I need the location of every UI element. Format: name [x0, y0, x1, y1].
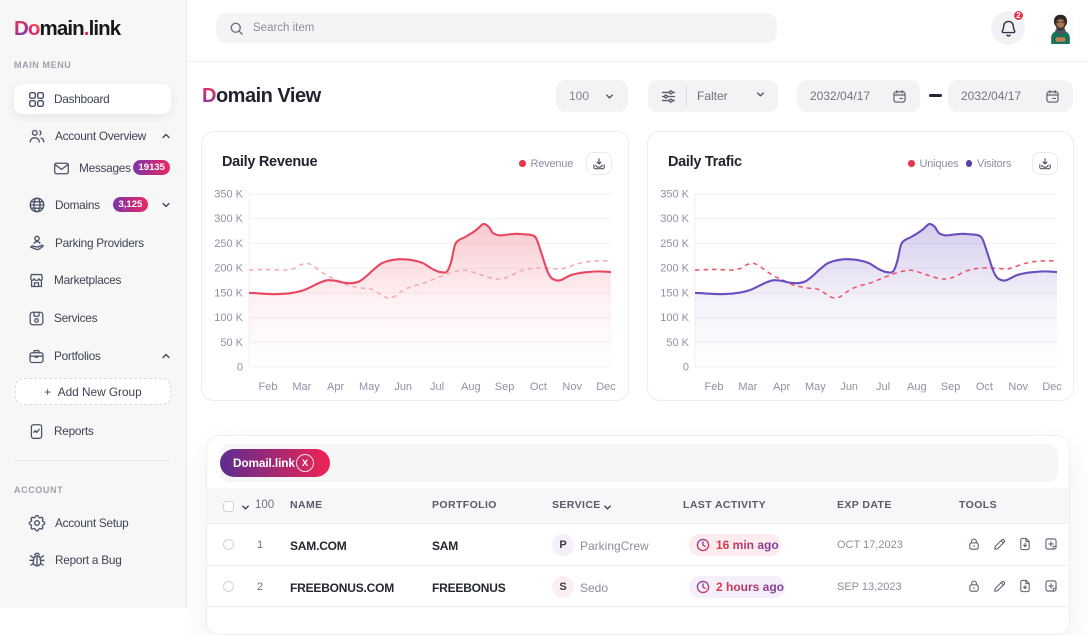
- svg-text:Nov: Nov: [1008, 381, 1028, 393]
- svg-text:Feb: Feb: [259, 381, 278, 393]
- svg-text:Sep: Sep: [495, 381, 515, 393]
- svg-text:Nov: Nov: [562, 381, 582, 393]
- svg-text:Sep: Sep: [941, 381, 961, 393]
- svg-text:Jul: Jul: [876, 381, 890, 393]
- svg-text:Mar: Mar: [738, 381, 757, 393]
- svg-text:Aug: Aug: [461, 381, 481, 393]
- svg-text:Oct: Oct: [976, 381, 993, 393]
- svg-text:Jun: Jun: [840, 381, 858, 393]
- svg-text:100 K: 100 K: [214, 312, 243, 324]
- svg-text:250 K: 250 K: [214, 238, 243, 250]
- svg-text:Jun: Jun: [394, 381, 412, 393]
- svg-text:May: May: [805, 381, 826, 393]
- svg-text:May: May: [359, 381, 380, 393]
- svg-text:100 K: 100 K: [660, 312, 689, 324]
- svg-text:0: 0: [683, 362, 689, 374]
- svg-text:Apr: Apr: [773, 381, 790, 393]
- svg-text:300 K: 300 K: [214, 213, 243, 225]
- svg-text:150 K: 150 K: [214, 287, 243, 299]
- svg-text:Mar: Mar: [292, 381, 311, 393]
- svg-text:Apr: Apr: [327, 381, 344, 393]
- svg-text:350 K: 350 K: [660, 189, 689, 201]
- svg-text:Oct: Oct: [530, 381, 547, 393]
- svg-text:Dec: Dec: [1042, 381, 1062, 393]
- svg-text:50 K: 50 K: [666, 337, 689, 349]
- svg-text:250 K: 250 K: [660, 238, 689, 250]
- svg-text:300 K: 300 K: [660, 213, 689, 225]
- svg-text:200 K: 200 K: [660, 263, 689, 275]
- svg-text:0: 0: [237, 362, 243, 374]
- svg-text:350 K: 350 K: [214, 189, 243, 201]
- svg-text:Feb: Feb: [705, 381, 724, 393]
- svg-text:200 K: 200 K: [214, 263, 243, 275]
- svg-text:Aug: Aug: [907, 381, 927, 393]
- svg-text:50 K: 50 K: [220, 337, 243, 349]
- svg-text:Jul: Jul: [430, 381, 444, 393]
- svg-text:150 K: 150 K: [660, 287, 689, 299]
- svg-text:Dec: Dec: [596, 381, 616, 393]
